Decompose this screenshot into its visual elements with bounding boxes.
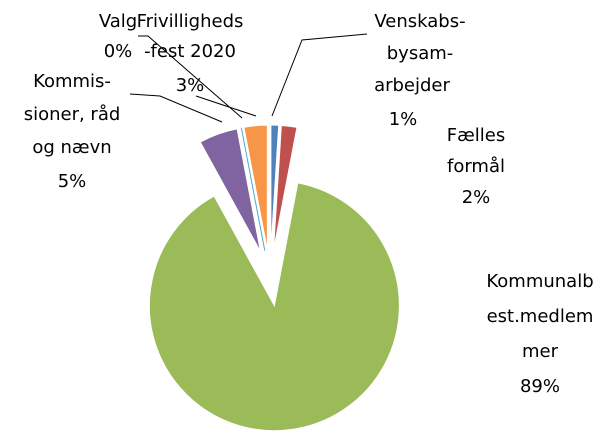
leader-lines xyxy=(129,33,368,123)
slice-label: -fest 2020 xyxy=(144,41,236,62)
slice-label: formål xyxy=(447,156,505,177)
slice-label: og nævn xyxy=(32,137,111,158)
slice-label: Valg xyxy=(99,11,137,32)
slice-label: mer xyxy=(522,341,559,362)
value-label: 2% xyxy=(462,187,491,208)
slice-label: bysam- xyxy=(387,43,454,64)
slice-label: arbejder xyxy=(374,75,450,96)
slice-label: Frivilligheds xyxy=(137,11,244,32)
slice-label: est.medlem xyxy=(487,306,594,327)
pie-slice xyxy=(270,124,280,251)
value-label: 0% xyxy=(104,41,133,62)
leader-line xyxy=(195,95,257,117)
slice-label: Kommis- xyxy=(33,71,111,92)
slice-label: Kommunalb xyxy=(486,271,593,292)
pie-slice xyxy=(240,127,266,251)
leader-line xyxy=(129,93,223,123)
value-label: 5% xyxy=(58,171,87,192)
value-label: 1% xyxy=(389,109,418,130)
value-label: 89% xyxy=(520,376,560,397)
leader-line xyxy=(138,35,243,119)
value-label: 3% xyxy=(176,75,205,96)
slice-label: Venskabs- xyxy=(374,11,465,32)
leader-line xyxy=(271,33,368,117)
pie-slice xyxy=(199,128,262,252)
pie-slice xyxy=(148,182,400,432)
pie-slice xyxy=(243,124,268,251)
slice-label: Fælles xyxy=(447,125,505,146)
slice-label: sioner, råd xyxy=(24,104,121,125)
pie-slice xyxy=(273,124,298,251)
